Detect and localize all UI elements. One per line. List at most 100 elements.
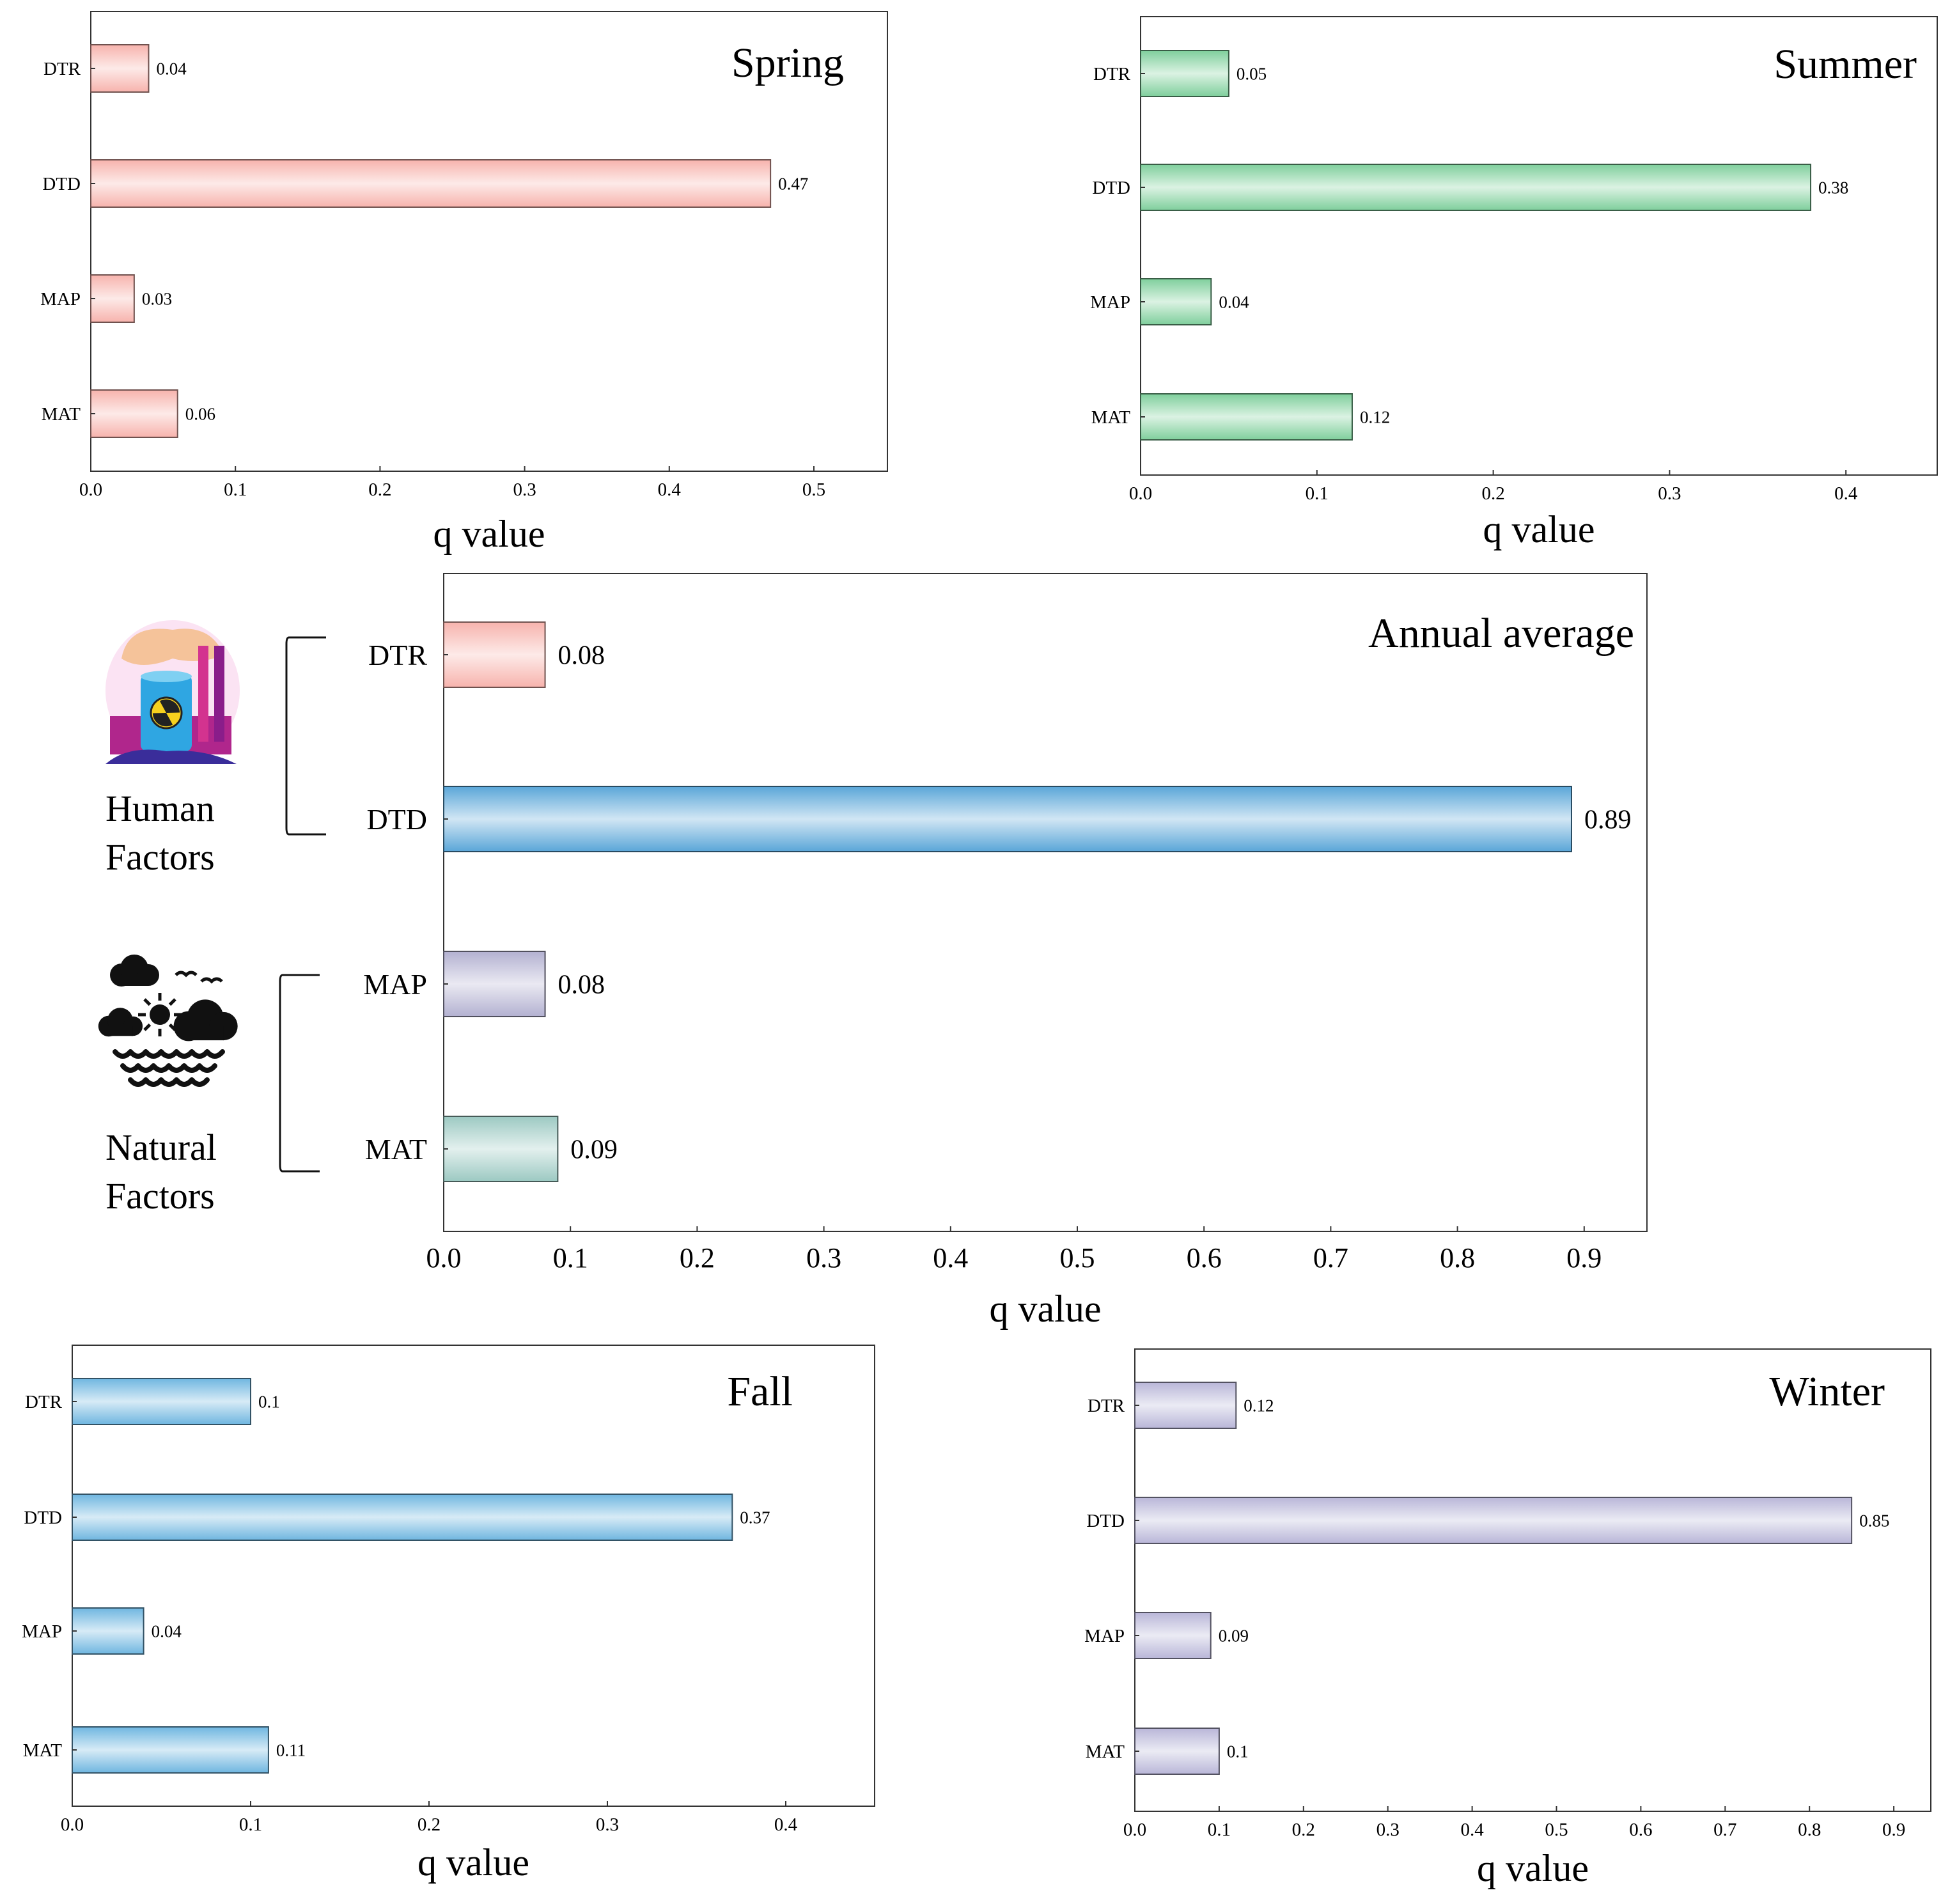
value-label: 0.08 — [558, 971, 605, 1000]
value-label: 0.04 — [152, 1621, 182, 1641]
bar-map — [72, 1607, 144, 1655]
category-label: MAP — [22, 1621, 62, 1642]
x-tick-label: 0.3 — [806, 1242, 841, 1274]
bar-map — [443, 951, 546, 1017]
value-label: 0.11 — [276, 1740, 306, 1760]
group-1: Natural Factors — [105, 974, 320, 1217]
category-label: MAP — [1084, 1626, 1125, 1646]
x-axis-label: q value — [417, 1841, 529, 1884]
plot-frame — [72, 1345, 875, 1807]
value-label: 0.09 — [570, 1135, 618, 1165]
weather-nature-icon — [98, 955, 238, 1087]
value-label: 0.06 — [185, 404, 215, 423]
x-tick-label: 0.5 — [1060, 1242, 1095, 1274]
chart-title: Spring — [731, 40, 844, 86]
bar-dtr — [1140, 50, 1229, 97]
group-bracket — [285, 636, 326, 836]
x-axis-label: q value — [1483, 508, 1595, 550]
value-label: 0.08 — [558, 641, 605, 671]
chart-title: Winter — [1769, 1368, 1885, 1415]
x-tick-label: 0.5 — [1545, 1820, 1568, 1840]
bar-dtr — [1134, 1382, 1237, 1429]
x-tick-label: 0.0 — [1123, 1820, 1146, 1840]
plot-frame — [1134, 1348, 1931, 1812]
x-tick-label: 0.0 — [61, 1814, 84, 1835]
x-tick-label: 0.7 — [1313, 1242, 1348, 1274]
category-label: MAT — [1091, 407, 1131, 428]
category-label: DTD — [24, 1508, 62, 1528]
bar-dtr — [443, 621, 546, 688]
bar-mat — [1140, 393, 1353, 441]
factory-radiation-icon — [105, 620, 240, 764]
group-bracket — [279, 974, 320, 1173]
bar-mat — [1134, 1728, 1220, 1775]
bar-mat — [72, 1726, 269, 1774]
x-tick-label: 0.6 — [1629, 1820, 1652, 1840]
group-label-line: Factors — [105, 836, 215, 878]
chart-title: Fall — [727, 1368, 793, 1415]
factor-annotations: Human Factors Natural Factors — [98, 620, 326, 1217]
bar-map — [1134, 1612, 1212, 1659]
group-label-line: Natural — [105, 1127, 217, 1168]
category-label: MAP — [40, 289, 81, 309]
value-label: 0.09 — [1219, 1626, 1249, 1645]
x-tick-label: 0.3 — [596, 1814, 619, 1835]
category-label: DTR — [43, 59, 81, 79]
plot-frame — [443, 573, 1648, 1232]
category-label: DTR — [1093, 64, 1131, 84]
value-label: 0.12 — [1244, 1396, 1274, 1415]
category-label: MAP — [363, 968, 427, 1001]
x-tick-label: 0.2 — [680, 1242, 715, 1274]
value-label: 0.1 — [1227, 1742, 1249, 1761]
x-tick-label: 0.2 — [1292, 1820, 1315, 1840]
x-tick-label: 0.1 — [1208, 1820, 1231, 1840]
bar-mat — [443, 1116, 559, 1182]
plot-frame — [1140, 16, 1938, 476]
x-tick-label: 0.9 — [1882, 1820, 1905, 1840]
x-tick-label: 0.2 — [368, 480, 391, 500]
value-label: 0.37 — [740, 1508, 770, 1527]
x-axis-label: q value — [433, 513, 545, 555]
x-tick-label: 0.2 — [417, 1814, 441, 1835]
bar-dtr — [72, 1378, 251, 1425]
value-label: 0.1 — [258, 1392, 280, 1411]
bar-dtd — [1134, 1497, 1853, 1544]
x-tick-label: 0.4 — [1460, 1820, 1484, 1840]
value-label: 0.38 — [1818, 178, 1848, 197]
value-label: 0.89 — [1584, 806, 1632, 835]
category-label: DTR — [1088, 1396, 1125, 1416]
chart-title: Annual average — [1368, 610, 1634, 657]
bar-dtd — [1140, 164, 1812, 211]
category-label: DTD — [1086, 1511, 1125, 1531]
x-tick-label: 0.3 — [1658, 483, 1681, 504]
x-tick-label: 0.8 — [1798, 1820, 1821, 1840]
value-label: 0.04 — [1219, 292, 1249, 311]
chart-title: Summer — [1774, 41, 1917, 88]
x-tick-label: 0.7 — [1713, 1820, 1736, 1840]
value-label: 0.05 — [1236, 64, 1267, 83]
x-tick-label: 0.1 — [239, 1814, 262, 1835]
category-label: DTD — [42, 174, 81, 194]
plot-frame — [90, 11, 888, 472]
x-tick-label: 0.3 — [1377, 1820, 1400, 1840]
x-tick-label: 0.0 — [79, 480, 102, 500]
x-tick-label: 0.0 — [1129, 483, 1152, 504]
category-label: MAP — [1090, 292, 1130, 313]
x-tick-label: 0.9 — [1566, 1242, 1602, 1274]
bar-mat — [90, 389, 178, 438]
category-label: MAT — [365, 1133, 427, 1166]
value-label: 0.12 — [1360, 407, 1390, 426]
bar-map — [1140, 278, 1212, 325]
category-label: DTR — [368, 639, 427, 671]
value-label: 0.04 — [156, 59, 187, 78]
group-label-line: Factors — [105, 1175, 215, 1217]
x-tick-label: 0.6 — [1187, 1242, 1222, 1274]
x-tick-label: 0.4 — [1834, 483, 1858, 504]
bar-map — [90, 274, 135, 323]
x-tick-label: 0.4 — [658, 480, 682, 500]
x-tick-label: 0.0 — [426, 1242, 462, 1274]
category-label: DTD — [1092, 178, 1130, 198]
x-axis-label: q value — [1477, 1847, 1589, 1889]
x-tick-label: 0.1 — [553, 1242, 588, 1274]
